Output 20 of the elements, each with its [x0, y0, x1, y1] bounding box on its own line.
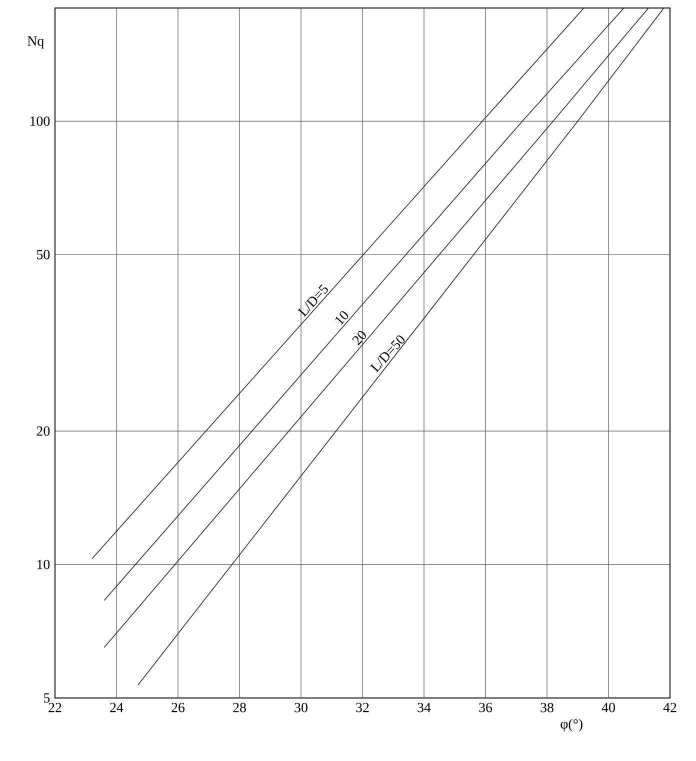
x-tick-label: 26 — [172, 702, 185, 712]
x-tick-label: 34 — [418, 702, 431, 712]
x-tick-label: 32 — [356, 702, 369, 712]
annotation: 20 — [352, 330, 366, 346]
x-tick-label: 30 — [294, 702, 308, 712]
y-tick-label: 10 — [37, 560, 50, 570]
annotation: 10 — [335, 311, 348, 326]
x-tick-label: 28 — [233, 702, 246, 712]
x-tick-label: 24 — [110, 702, 124, 712]
y-tick-label: 20 — [36, 426, 50, 436]
y-tick-label: 100 — [30, 116, 50, 126]
x-tick-label: 22 — [48, 702, 62, 712]
x-tick-label: 40 — [602, 702, 615, 712]
y-tick-label: 5 — [44, 693, 50, 703]
x-tick-label: 42 — [663, 702, 676, 712]
x-axis-title: φ(°) — [560, 718, 582, 732]
x-tick-label: 38 — [540, 702, 554, 712]
y-axis-title: Nq — [28, 36, 44, 49]
x-tick-label: 36 — [479, 702, 492, 712]
y-tick-label: 50 — [37, 250, 50, 260]
